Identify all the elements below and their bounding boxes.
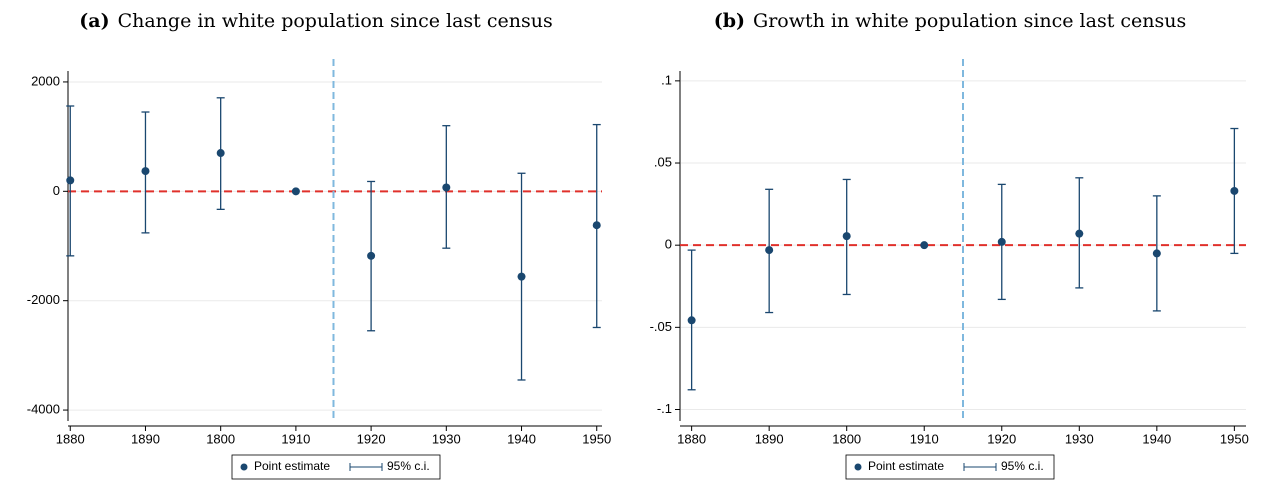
- x-tick-label: 1920: [987, 431, 1016, 446]
- point: [216, 149, 225, 158]
- y-tick-label: -4000: [27, 402, 60, 417]
- x-tick-label: 1920: [357, 431, 386, 446]
- y-tick-label: .1: [661, 72, 672, 87]
- x-tick-label: 1890: [755, 431, 784, 446]
- panel-label: (b): [714, 10, 745, 32]
- y-tick-label: 2000: [31, 73, 60, 88]
- legend-label: Point estimate: [868, 459, 944, 473]
- x-tick-label: 1800: [832, 431, 861, 446]
- y-tick-label: 0: [665, 237, 672, 252]
- chart-title: (a) Change in white population since last…: [79, 10, 552, 32]
- point: [997, 237, 1006, 246]
- legend-label: 95% c.i.: [1001, 459, 1044, 473]
- x-tick-label: 1890: [131, 431, 160, 446]
- point: [517, 272, 526, 281]
- y-tick-label: .05: [654, 154, 672, 169]
- y-tick-label: -.1: [657, 401, 672, 416]
- legend-box: [845, 454, 1055, 480]
- point: [920, 241, 929, 250]
- x-tick-label: 1950: [1220, 431, 1249, 446]
- x-tick-label: 1880: [677, 431, 706, 446]
- point: [66, 176, 75, 185]
- legend-label: Point estimate: [254, 459, 330, 473]
- legend-marker: [240, 463, 248, 471]
- x-tick-label: 1910: [910, 431, 939, 446]
- legend-box: [231, 454, 441, 480]
- x-tick-label: 1950: [582, 431, 611, 446]
- title-text: Growth in white population since last ce…: [753, 10, 1186, 32]
- point: [592, 221, 601, 230]
- x-tick-label: 1800: [206, 431, 235, 446]
- point: [687, 316, 696, 325]
- x-tick-label: 1880: [56, 431, 85, 446]
- title-text: Change in white population since last ce…: [118, 10, 553, 32]
- chart-title: (b) Growth in white population since last…: [714, 10, 1187, 32]
- legend-marker: [854, 463, 862, 471]
- y-tick-label: -2000: [27, 292, 60, 307]
- point: [141, 167, 150, 176]
- point: [842, 232, 851, 241]
- legend-label: 95% c.i.: [387, 459, 430, 473]
- x-tick-label: 1910: [281, 431, 310, 446]
- x-tick-label: 1930: [432, 431, 461, 446]
- x-tick-label: 1940: [507, 431, 536, 446]
- y-tick-label: 0: [53, 183, 60, 198]
- point: [1075, 229, 1084, 238]
- point: [765, 246, 774, 255]
- point: [442, 183, 451, 192]
- y-tick-label: -.05: [650, 319, 672, 334]
- point: [367, 251, 376, 260]
- x-tick-label: 1940: [1142, 431, 1171, 446]
- panel-label: (a): [79, 10, 109, 32]
- point: [1230, 186, 1239, 195]
- point: [1152, 249, 1161, 258]
- x-tick-label: 1930: [1065, 431, 1094, 446]
- point: [291, 187, 300, 196]
